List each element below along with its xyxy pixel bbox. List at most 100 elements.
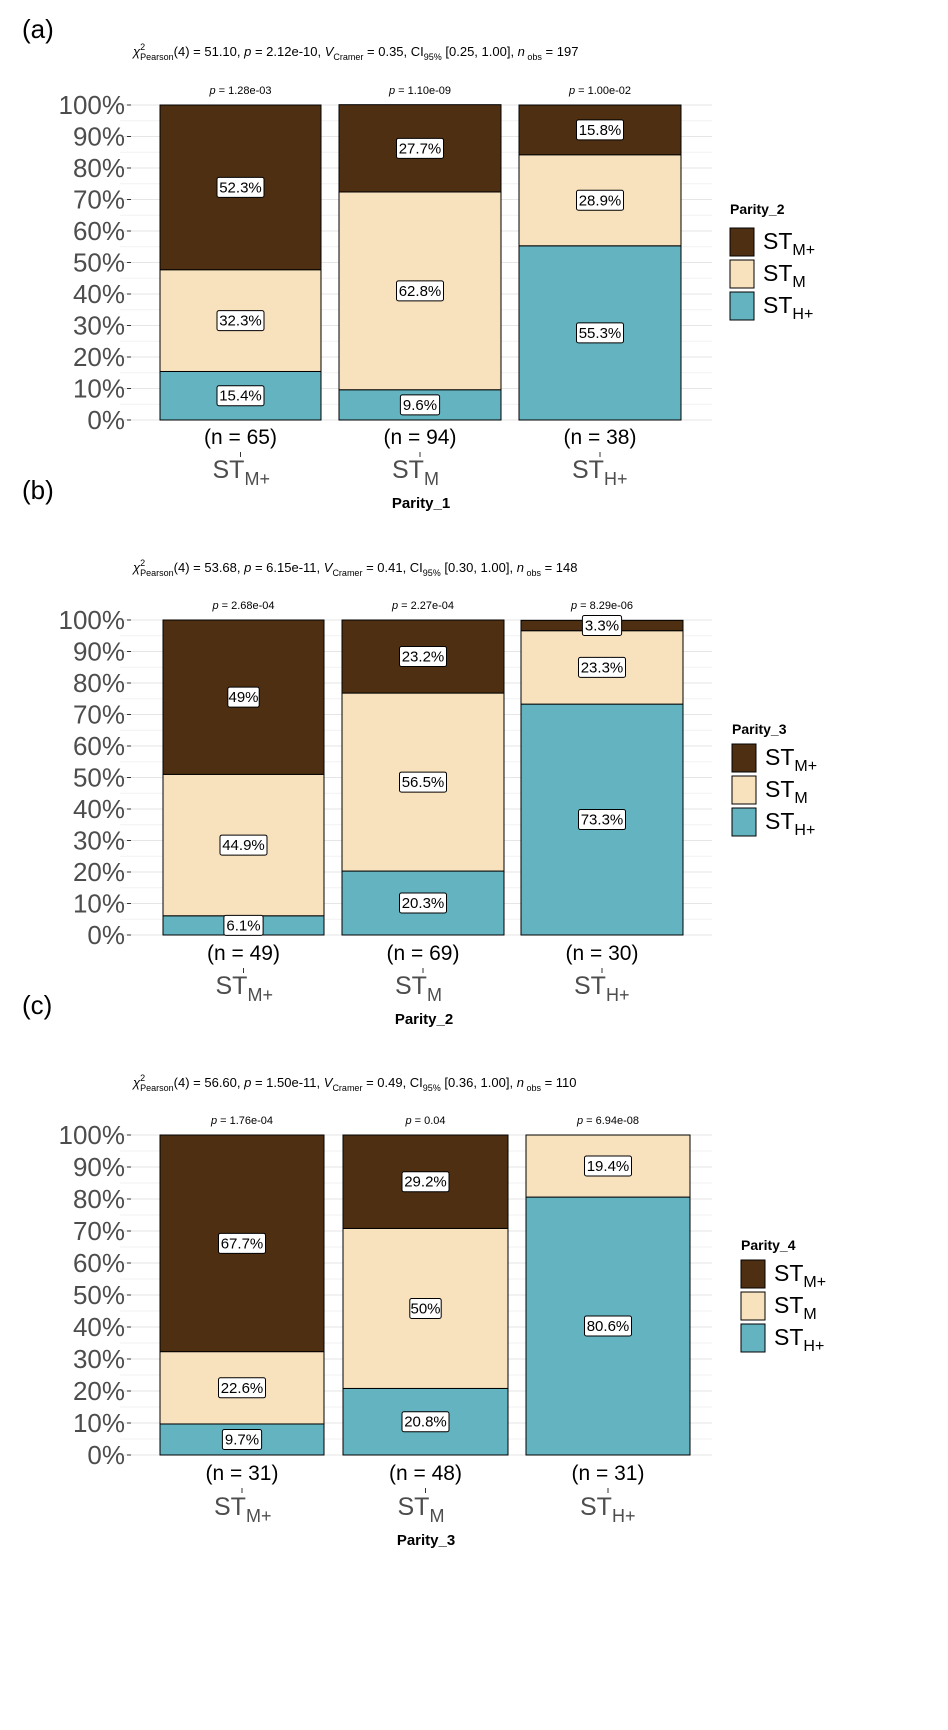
bar-n-label: (n = 49) — [207, 942, 280, 965]
x-category-label: STM — [398, 1493, 445, 1526]
data-label: 23.3% — [581, 659, 624, 676]
data-label: 50% — [410, 1300, 440, 1317]
y-tick-label: 50% — [73, 763, 125, 793]
data-label: 32.3% — [219, 313, 262, 330]
x-category-label: STM — [395, 972, 442, 1005]
data-label: 49% — [228, 689, 258, 706]
y-tick-label: 10% — [73, 374, 125, 404]
y-tick-label: 80% — [73, 1184, 125, 1214]
legend-title: Parity_4 — [741, 1237, 796, 1253]
y-tick-label: 30% — [73, 826, 125, 856]
legend-key — [729, 227, 755, 257]
x-category-label: STM+ — [216, 972, 273, 1005]
y-tick-label: 80% — [73, 153, 125, 183]
panel-a: (a) χ2 Pearson(4) = 51.10, p = 2.12e-10, … — [0, 0, 948, 520]
data-label-box — [221, 1428, 263, 1450]
data-label: 29.2% — [404, 1174, 447, 1191]
y-tick-label: 10% — [73, 889, 125, 919]
data-label: 56.5% — [402, 774, 445, 791]
data-label-box — [576, 322, 624, 344]
data-label: 20.8% — [404, 1414, 447, 1431]
data-label-box — [584, 1155, 632, 1177]
bar-n-label: (n = 69) — [387, 942, 460, 965]
legend-label: STH+ — [763, 292, 813, 323]
stats-subtitle: χ2 Pearson(4) = 53.68, p = 6.15e-11, VCra… — [132, 558, 577, 578]
legend-label: STM — [765, 776, 808, 807]
data-label-box — [399, 771, 447, 793]
data-label: 62.8% — [399, 283, 442, 300]
y-tick-label: 60% — [73, 1248, 125, 1278]
stats-subtitle: χ2 Pearson(4) = 51.10, p = 2.12e-10, VCra… — [132, 42, 578, 62]
data-label: 67.7% — [221, 1235, 264, 1252]
legend-label: STM — [774, 1292, 817, 1323]
panel-letter: (a) — [22, 14, 54, 44]
data-label-box — [219, 834, 268, 856]
data-label-box — [218, 1232, 266, 1254]
y-tick-label: 100% — [59, 605, 126, 635]
data-label-box — [581, 615, 623, 637]
y-tick-label: 20% — [73, 1376, 125, 1406]
data-label-box — [216, 310, 265, 332]
data-label: 6.1% — [226, 917, 260, 934]
bar-p-value: p = 1.00e-02 — [568, 85, 631, 97]
y-tick-label: 90% — [73, 122, 125, 152]
data-label-box — [401, 1411, 450, 1433]
legend-key — [740, 1259, 766, 1289]
y-tick-label: 40% — [73, 794, 125, 824]
y-tick-label: 0% — [87, 405, 125, 435]
data-label: 20.3% — [402, 895, 445, 912]
legend-title: Parity_2 — [730, 201, 785, 217]
y-tick-label: 80% — [73, 668, 125, 698]
legend-key — [731, 807, 757, 837]
y-tick-label: 0% — [87, 1440, 125, 1470]
y-tick-label: 90% — [73, 1152, 125, 1182]
data-label-box — [399, 394, 441, 416]
data-label-box — [399, 646, 447, 668]
legend-label: STM — [763, 260, 806, 291]
x-category-label: STM — [392, 456, 439, 489]
data-label: 9.7% — [225, 1431, 259, 1448]
y-tick-label: 40% — [73, 279, 125, 309]
legend-key — [731, 775, 757, 805]
y-tick-label: 0% — [87, 920, 125, 950]
bar-p-value: p = 0.04 — [404, 1115, 445, 1127]
y-tick-label: 40% — [73, 1312, 125, 1342]
data-label-box — [576, 119, 624, 141]
data-label: 15.4% — [219, 388, 262, 405]
panel-b: (b) χ2 Pearson(4) = 53.68, p = 6.15e-11, … — [22, 475, 818, 1028]
legend-label: STM+ — [763, 228, 815, 259]
data-label-box — [227, 686, 260, 708]
data-label: 19.4% — [587, 1158, 630, 1175]
chart-b: χ2 Pearson(4) = 53.68, p = 6.15e-11, VCra… — [59, 558, 818, 1028]
x-axis-title: Parity_1 — [392, 495, 450, 512]
y-tick-label: 30% — [73, 311, 125, 341]
x-category-label: STM+ — [214, 1493, 271, 1526]
bar-p-value: p = 2.68e-04 — [211, 600, 274, 612]
y-tick-label: 30% — [73, 1344, 125, 1374]
y-tick-label: 70% — [73, 185, 125, 215]
panel-letter: (b) — [22, 475, 54, 505]
data-label-box — [396, 137, 444, 159]
data-label: 23.2% — [402, 649, 445, 666]
data-label-box — [216, 176, 265, 198]
legend-key — [729, 291, 755, 321]
data-label: 22.6% — [221, 1380, 264, 1397]
data-label: 28.9% — [579, 192, 622, 209]
data-label-box — [576, 189, 624, 211]
y-tick-label: 60% — [73, 216, 125, 246]
data-label: 3.3% — [585, 618, 619, 635]
x-category-label: STH+ — [580, 1493, 635, 1526]
x-axis-title: Parity_2 — [395, 1011, 453, 1028]
bar-n-label: (n = 94) — [384, 426, 457, 449]
stats-subtitle: χ2 Pearson(4) = 56.60, p = 1.50e-11, VCra… — [132, 1073, 577, 1093]
bar-n-label: (n = 31) — [206, 1462, 279, 1485]
data-label-box — [216, 385, 265, 407]
data-label-box — [409, 1297, 442, 1319]
data-label: 52.3% — [219, 179, 262, 196]
bar-n-label: (n = 30) — [566, 942, 639, 965]
bar-p-value: p = 6.94e-08 — [576, 1115, 639, 1127]
x-category-label: STH+ — [574, 972, 629, 1005]
data-label-box — [396, 280, 444, 302]
legend-key — [740, 1323, 766, 1353]
